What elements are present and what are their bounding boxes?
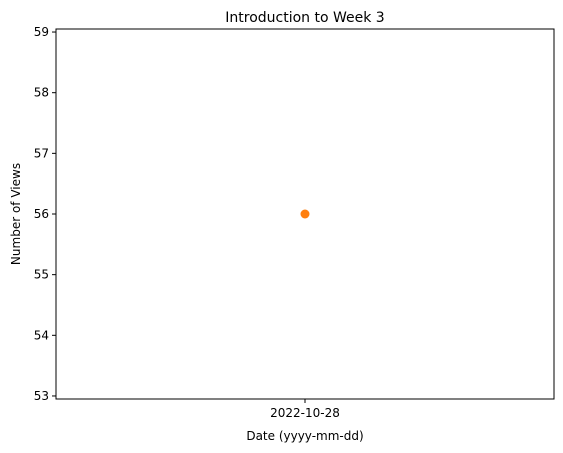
y-axis-label: Number of Views <box>9 163 23 265</box>
y-tick-label: 59 <box>34 25 49 39</box>
y-tick-label: 55 <box>34 268 49 282</box>
chart-title: Introduction to Week 3 <box>225 10 384 26</box>
x-tick-label: 2022-10-28 <box>270 406 340 420</box>
y-axis: 53 54 55 56 57 58 59 <box>34 25 56 403</box>
y-tick-label: 57 <box>34 146 49 160</box>
y-tick-label: 53 <box>34 389 49 403</box>
y-tick-label: 56 <box>34 207 49 221</box>
data-point <box>300 209 310 219</box>
data-points <box>300 209 310 219</box>
x-axis-label: Date (yyyy-mm-dd) <box>246 429 363 443</box>
y-tick-label: 58 <box>34 86 49 100</box>
y-tick-label: 54 <box>34 328 49 342</box>
x-axis: 2022-10-28 <box>270 399 340 420</box>
